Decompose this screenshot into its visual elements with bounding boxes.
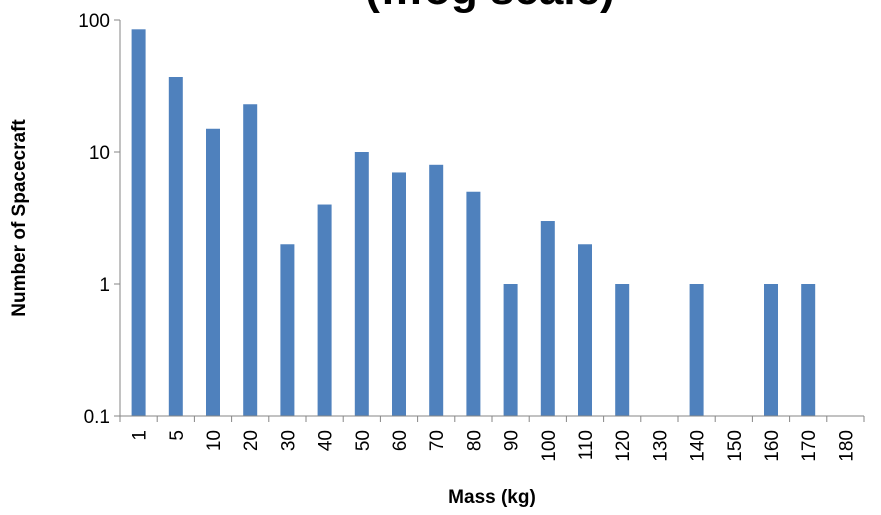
y-tick-label: 10 [89,143,110,164]
bar-120 [615,284,629,416]
x-tick-label: 60 [390,430,411,451]
bar-80 [466,192,480,416]
bar-110 [578,244,592,416]
y-tick-label: 1 [99,275,110,296]
x-tick-label: 50 [353,430,374,451]
x-tick-label: 120 [613,430,634,462]
x-tick-label: 70 [427,430,448,451]
x-tick-label: 30 [278,430,299,451]
x-tick-label: 110 [576,430,597,460]
x-tick-label: 5 [167,430,188,441]
bar-70 [429,165,443,416]
x-axis-title: Mass (kg) [448,487,536,508]
bar-160 [764,284,778,416]
bar-30 [280,244,294,416]
bar-60 [392,172,406,416]
chart-title: (…og scale) [365,0,614,14]
y-axis: 0.1 1 10 100 [78,11,120,428]
x-tick-label: 1 [130,430,151,441]
bar-140 [690,284,704,416]
x-tick-label: 90 [502,430,523,451]
bar-90 [504,284,518,416]
bar-50 [355,152,369,416]
x-tick-label: 10 [204,430,225,451]
x-tick-label: 40 [316,430,337,451]
x-tick-label: 160 [762,430,783,462]
bars [132,29,816,416]
bar-5 [169,77,183,416]
x-tick-label: 130 [650,430,671,462]
bar-1 [132,29,146,416]
y-tick-label: 0.1 [84,407,110,428]
x-tick-label: 140 [688,430,709,462]
bar-10 [206,129,220,416]
x-tick-label: 80 [464,430,485,451]
bar-170 [801,284,815,416]
x-tick-label: 180 [836,430,857,462]
y-axis-title: Number of Spacecraft [9,119,30,317]
x-tick-label: 20 [241,430,262,451]
x-tick-label: 100 [539,430,560,462]
bar-20 [243,104,257,416]
bar-40 [318,205,332,416]
y-tick-label: 100 [78,11,110,32]
x-axis: 1 5 10 20 30 40 50 60 70 80 90 100 110 120 130 140 150 16… [120,416,864,462]
bar-100 [541,221,555,416]
x-tick-label: 170 [799,430,820,462]
x-tick-label: 150 [725,430,746,462]
